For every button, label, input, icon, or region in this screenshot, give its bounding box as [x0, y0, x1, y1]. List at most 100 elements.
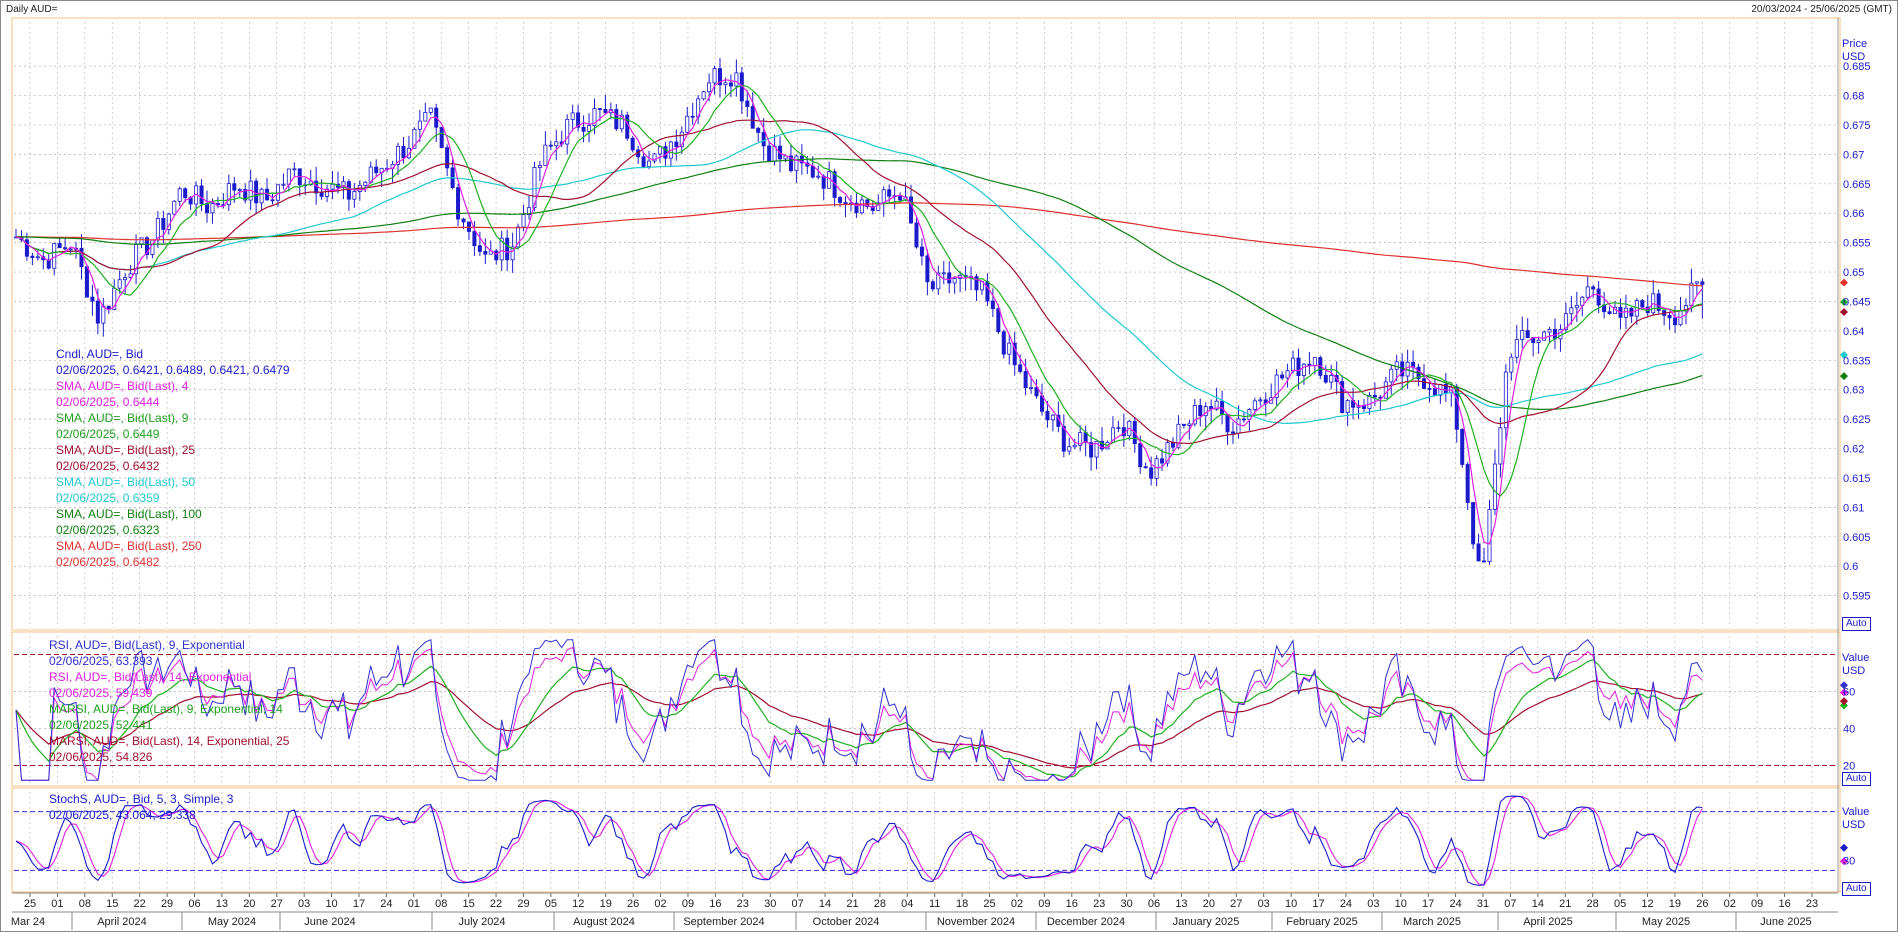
candle-body — [1492, 463, 1497, 510]
candle-body — [521, 214, 526, 228]
candle-body — [756, 127, 761, 133]
price-tick-label: 0.61 — [1843, 502, 1864, 514]
candle-body — [1432, 388, 1437, 396]
candle-body — [1465, 464, 1470, 503]
candle-body — [887, 189, 892, 197]
day-tick-label: 21 — [1559, 898, 1571, 910]
sma-250-line — [15, 202, 1703, 287]
last-value-marker — [1840, 351, 1848, 360]
candle-body — [974, 276, 979, 291]
candle-body — [423, 111, 428, 122]
candle-body — [24, 239, 29, 257]
legend-entry: SMA, AUD=, Bid(Last), 25 — [56, 443, 196, 457]
month-label: November 2024 — [937, 916, 1015, 928]
day-tick-label: 19 — [600, 898, 612, 910]
candle-body — [259, 188, 264, 204]
sma-25-line — [15, 119, 1703, 445]
candle-body — [346, 181, 351, 200]
day-tick-label: 19 — [1669, 898, 1681, 910]
candle-body — [319, 192, 324, 197]
candle-body — [630, 137, 635, 151]
rsi-panel[interactable] — [11, 631, 1841, 787]
candle-body — [325, 188, 330, 197]
candle-body — [1471, 502, 1476, 545]
candle-body — [1542, 331, 1547, 341]
day-tick-label: 03 — [298, 898, 310, 910]
month-label: May 2024 — [208, 916, 256, 928]
candle-body — [1514, 339, 1519, 358]
candle-body — [237, 189, 242, 191]
price-auto-button[interactable]: Auto — [1842, 617, 1871, 631]
candle-body — [707, 82, 712, 93]
candle-body — [761, 132, 766, 147]
stoch-auto-button[interactable]: Auto — [1842, 882, 1871, 896]
day-tick-label: 16 — [709, 898, 721, 910]
price-tick-label: 0.675 — [1843, 120, 1871, 132]
rsi-tick-label: 60 — [1843, 687, 1855, 699]
candle-body — [728, 82, 733, 87]
candle-body — [1078, 432, 1083, 446]
candle-body — [1547, 329, 1552, 333]
price-tick-label: 0.65 — [1843, 267, 1864, 279]
candle-body — [281, 183, 286, 186]
candle-body — [1029, 387, 1034, 389]
month-label: June 2024 — [304, 916, 355, 928]
day-tick-label: 24 — [1340, 898, 1352, 910]
candle-body — [363, 181, 368, 186]
price-panel[interactable] — [11, 17, 1841, 631]
candle-body — [952, 278, 957, 284]
candle-body — [477, 245, 482, 252]
day-tick-label: 08 — [79, 898, 91, 910]
day-tick-label: 25 — [24, 898, 36, 910]
candle-body — [537, 165, 542, 168]
candle-body — [619, 114, 624, 130]
stoch-axis-unit: USD — [1842, 819, 1866, 831]
rsi-tick-label: 40 — [1843, 724, 1855, 736]
day-tick-label: 20 — [1203, 898, 1215, 910]
candle-body — [1487, 509, 1492, 563]
rsi-9-line — [15, 638, 1703, 782]
candle-body — [1181, 423, 1186, 426]
candle-body — [925, 255, 930, 283]
day-tick-label: 23 — [1806, 898, 1818, 910]
candle-body — [1574, 304, 1579, 309]
candle-body — [576, 112, 581, 128]
candle-body — [401, 145, 406, 159]
candle-body — [1291, 357, 1296, 372]
day-tick-label: 02 — [1011, 898, 1023, 910]
day-tick-label: 09 — [1751, 898, 1763, 910]
legend-entry: RSI, AUD=, Bid(Last), 9, Exponential — [49, 638, 245, 652]
rsi-auto-button[interactable]: Auto — [1842, 772, 1871, 786]
candle-body — [1700, 281, 1705, 285]
legend-entry: SMA, AUD=, Bid(Last), 250 — [56, 539, 202, 553]
day-tick-label: 18 — [956, 898, 968, 910]
candle-body — [510, 246, 515, 261]
candle-body — [1154, 458, 1159, 479]
day-tick-label: 23 — [1093, 898, 1105, 910]
candle-body — [1116, 427, 1121, 430]
candle-body — [199, 185, 204, 205]
candle-body — [1012, 342, 1017, 366]
day-tick-label: 15 — [463, 898, 475, 910]
candle-body — [1476, 543, 1481, 562]
month-label: May 2025 — [1642, 916, 1690, 928]
legend-entry: SMA, AUD=, Bid(Last), 100 — [56, 507, 202, 521]
candle-body — [532, 167, 537, 209]
day-tick-label: 25 — [983, 898, 995, 910]
candle-body — [79, 247, 84, 268]
candle-body — [1367, 394, 1372, 409]
day-tick-label: 30 — [1120, 898, 1132, 910]
stoch-panel[interactable] — [11, 787, 1841, 893]
candle-body — [859, 199, 864, 214]
day-tick-label: 23 — [737, 898, 749, 910]
day-tick-label: 24 — [1449, 898, 1461, 910]
candle-body — [941, 272, 946, 275]
price-legend: Cndl, AUD=, Bid 02/06/2025, 0.6421, 0.648… — [56, 346, 290, 570]
candle-body — [1569, 307, 1574, 315]
candle-body — [1340, 381, 1345, 413]
day-tick-label: 06 — [1148, 898, 1160, 910]
price-tick-label: 0.6 — [1843, 561, 1858, 573]
day-tick-label: 14 — [1532, 898, 1544, 910]
candle-body — [1312, 357, 1317, 366]
day-tick-label: 22 — [490, 898, 502, 910]
